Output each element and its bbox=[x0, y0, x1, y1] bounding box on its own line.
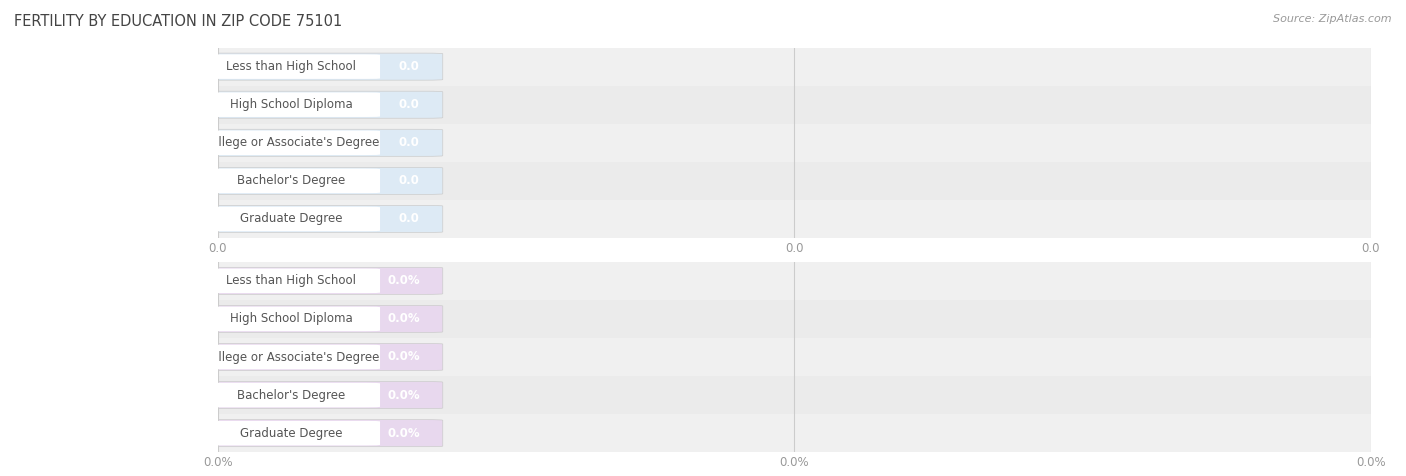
Text: Graduate Degree: Graduate Degree bbox=[240, 212, 343, 226]
FancyBboxPatch shape bbox=[198, 382, 443, 408]
FancyBboxPatch shape bbox=[202, 169, 380, 193]
Bar bbox=[218, 376, 1371, 414]
Text: Graduate Degree: Graduate Degree bbox=[240, 426, 343, 440]
FancyBboxPatch shape bbox=[202, 207, 380, 231]
Text: 0.0: 0.0 bbox=[399, 212, 419, 226]
Bar bbox=[218, 300, 1371, 338]
Text: 0.0%: 0.0% bbox=[387, 274, 419, 288]
Bar bbox=[218, 86, 1371, 124]
Text: College or Associate's Degree: College or Associate's Degree bbox=[204, 350, 380, 364]
Bar bbox=[218, 200, 1371, 238]
FancyBboxPatch shape bbox=[198, 268, 443, 294]
Text: 0.0: 0.0 bbox=[399, 98, 419, 111]
FancyBboxPatch shape bbox=[198, 306, 443, 332]
Bar bbox=[218, 414, 1371, 452]
FancyBboxPatch shape bbox=[198, 206, 443, 232]
Text: College or Associate's Degree: College or Associate's Degree bbox=[204, 136, 380, 149]
Text: 0.0%: 0.0% bbox=[387, 350, 419, 364]
Text: High School Diploma: High School Diploma bbox=[231, 98, 353, 111]
FancyBboxPatch shape bbox=[202, 421, 380, 446]
Text: 0.0: 0.0 bbox=[399, 174, 419, 188]
FancyBboxPatch shape bbox=[198, 344, 443, 370]
Bar bbox=[218, 162, 1371, 200]
Text: Less than High School: Less than High School bbox=[226, 274, 357, 288]
FancyBboxPatch shape bbox=[202, 130, 380, 155]
FancyBboxPatch shape bbox=[202, 383, 380, 407]
FancyBboxPatch shape bbox=[198, 420, 443, 446]
Text: Bachelor's Degree: Bachelor's Degree bbox=[238, 174, 346, 188]
Bar bbox=[218, 338, 1371, 376]
Text: 0.0%: 0.0% bbox=[387, 388, 419, 402]
FancyBboxPatch shape bbox=[198, 91, 443, 118]
FancyBboxPatch shape bbox=[202, 307, 380, 331]
Text: 0.0%: 0.0% bbox=[387, 426, 419, 440]
FancyBboxPatch shape bbox=[202, 268, 380, 293]
Text: Less than High School: Less than High School bbox=[226, 60, 357, 73]
FancyBboxPatch shape bbox=[202, 54, 380, 79]
FancyBboxPatch shape bbox=[202, 345, 380, 369]
FancyBboxPatch shape bbox=[198, 53, 443, 80]
Bar bbox=[218, 124, 1371, 162]
Text: High School Diploma: High School Diploma bbox=[231, 312, 353, 326]
Text: FERTILITY BY EDUCATION IN ZIP CODE 75101: FERTILITY BY EDUCATION IN ZIP CODE 75101 bbox=[14, 14, 342, 30]
Bar bbox=[218, 48, 1371, 86]
Text: Bachelor's Degree: Bachelor's Degree bbox=[238, 388, 346, 402]
Text: Source: ZipAtlas.com: Source: ZipAtlas.com bbox=[1274, 14, 1392, 24]
Text: 0.0%: 0.0% bbox=[387, 312, 419, 326]
Text: 0.0: 0.0 bbox=[399, 136, 419, 149]
Text: 0.0: 0.0 bbox=[399, 60, 419, 73]
FancyBboxPatch shape bbox=[198, 129, 443, 156]
FancyBboxPatch shape bbox=[198, 168, 443, 194]
FancyBboxPatch shape bbox=[202, 92, 380, 117]
Bar bbox=[218, 262, 1371, 300]
